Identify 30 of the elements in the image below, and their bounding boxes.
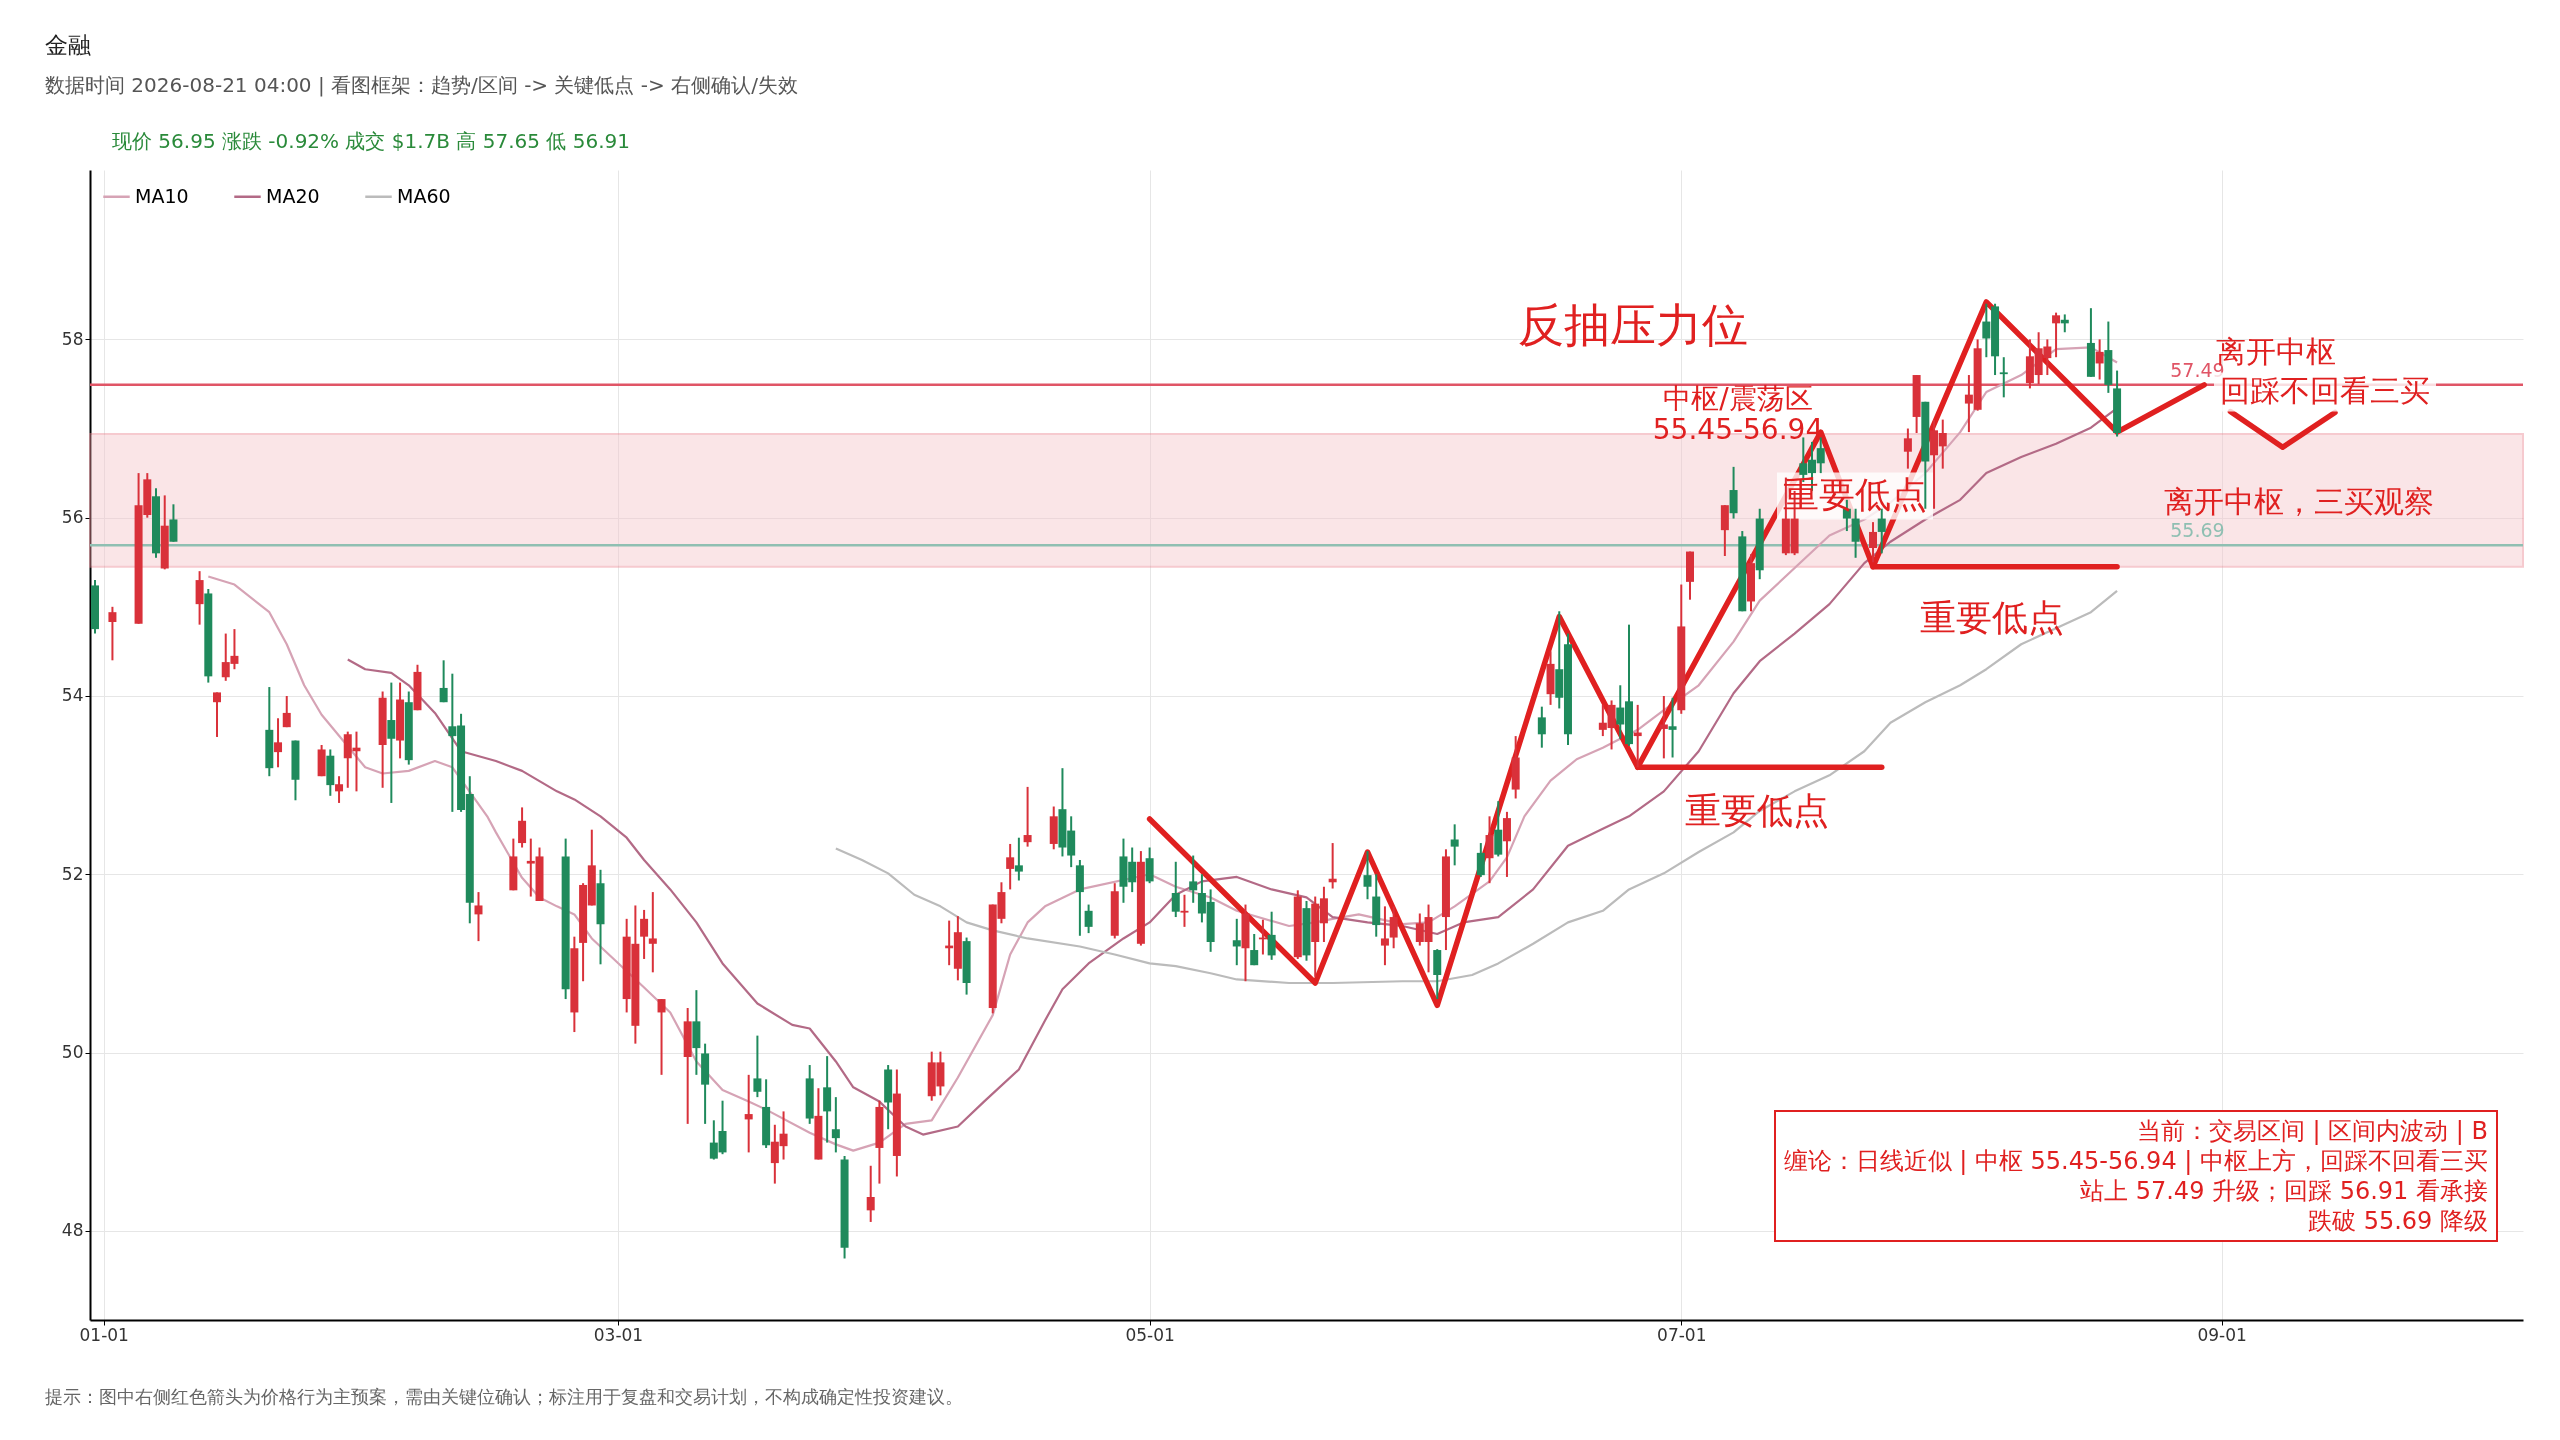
annotation: 55.45-56.94 xyxy=(1652,413,1824,446)
x-tick-label: 07-01 xyxy=(1657,1324,1707,1345)
y-tick-label: 52 xyxy=(61,863,84,884)
x-tick-label: 03-01 xyxy=(593,1324,644,1345)
legend-label: MA20 xyxy=(266,184,320,207)
y-tick-label: 50 xyxy=(61,1042,84,1063)
y-tick-label: 58 xyxy=(61,328,84,349)
x-tick-label: 05-01 xyxy=(1125,1324,1175,1345)
text: 现价 56.95 涨跌 -0.92% 成交 $1.7B 高 57.65 低 56.91 xyxy=(112,128,630,155)
annotation: 回踩不回看三买 xyxy=(2220,373,2430,408)
annotation: 跌破 55.69 降级 xyxy=(2307,1206,2488,1236)
x-tick-label: 09-01 xyxy=(2197,1324,2247,1345)
x-tick-label: 01-01 xyxy=(79,1324,129,1345)
y-tick-label: 56 xyxy=(61,507,84,528)
annotation: 离开中枢，三买观察 xyxy=(2164,484,2434,519)
legend-label: MA10 xyxy=(135,184,189,207)
chart-title: 金融 xyxy=(45,31,91,60)
ref-line-label: 55.69 xyxy=(2170,519,2225,542)
y-tick-label: 48 xyxy=(61,1220,84,1241)
annotation: 重要低点 xyxy=(1920,597,2064,638)
annotation: 重要低点 xyxy=(1685,790,1829,831)
annotation: 缠论：日线近似 | 中枢 55.45-56.94 | 中枢上方，回踩不回看三买 xyxy=(1783,1146,2488,1176)
legend-label: MA60 xyxy=(397,184,451,207)
annotation: 反抽压力位 xyxy=(1518,298,1748,352)
annotation: 站上 57.49 升级；回踩 56.91 看承接 xyxy=(2079,1176,2488,1206)
chart-subtitle: 数据时间 2026-08-21 04:00 | 看图框架：趋势/区间 -> 关键低点 -> 右侧确认/失效 xyxy=(45,72,798,99)
annotation: 中枢/震荡区 xyxy=(1663,382,1813,415)
annotation: 当前：交易区间 | 区间内波动 | B xyxy=(2135,1116,2488,1146)
text: 提示：图中右侧红色箭头为价格行为主预案，需由关键位确认；标注用于复盘和交易计划，不构成确定性投资建议。 xyxy=(45,1385,963,1409)
y-tick-label: 54 xyxy=(61,685,84,706)
